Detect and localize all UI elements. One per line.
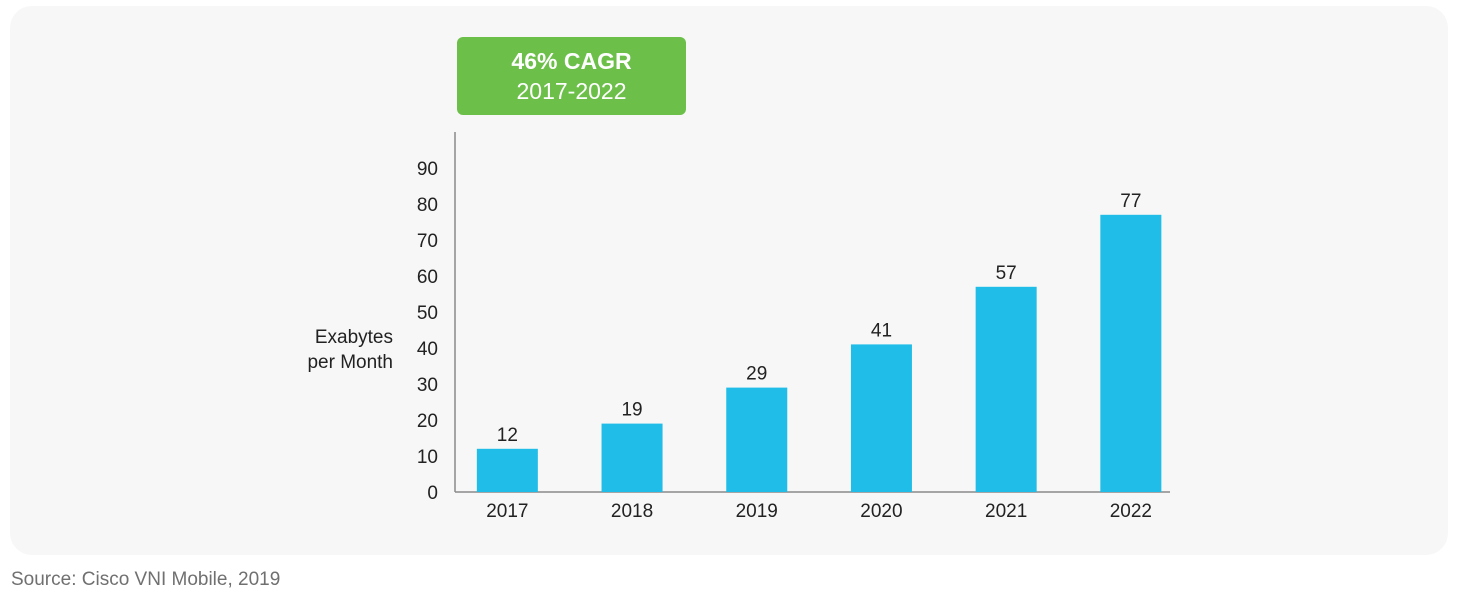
x-tick-label: 2018 bbox=[611, 501, 653, 522]
y-axis-label-line1: Exabytes bbox=[315, 327, 393, 348]
x-tick-label: 2021 bbox=[985, 501, 1027, 522]
y-axis-label-line2: per Month bbox=[307, 352, 393, 373]
bar bbox=[476, 448, 538, 492]
bar-value-label: 57 bbox=[996, 263, 1017, 284]
source-note: Source: Cisco VNI Mobile, 2019 bbox=[11, 569, 281, 590]
y-tick-label: 60 bbox=[417, 267, 438, 288]
y-tick-label: 80 bbox=[417, 195, 438, 216]
y-tick-label: 20 bbox=[417, 411, 438, 432]
bar-value-label: 12 bbox=[497, 425, 518, 446]
x-tick-label: 2019 bbox=[736, 501, 778, 522]
cagr-period: 2017-2022 bbox=[516, 78, 627, 104]
bar-value-label: 41 bbox=[871, 320, 892, 341]
y-tick-label: 50 bbox=[417, 303, 438, 324]
bar bbox=[975, 286, 1037, 492]
bar-value-label: 29 bbox=[746, 364, 767, 385]
y-tick-label: 0 bbox=[427, 483, 438, 504]
y-tick-label: 30 bbox=[417, 375, 438, 396]
cagr-badge: 46% CAGR 2017-2022 bbox=[457, 37, 686, 115]
y-tick-label: 10 bbox=[417, 447, 438, 468]
bar bbox=[850, 344, 912, 492]
x-tick-label: 2017 bbox=[486, 501, 528, 522]
cagr-rate: 46% CAGR bbox=[511, 48, 632, 74]
x-tick-label: 2022 bbox=[1110, 501, 1152, 522]
y-tick-label: 70 bbox=[417, 231, 438, 252]
y-tick-label: 90 bbox=[417, 159, 438, 180]
bar bbox=[1100, 214, 1162, 493]
bar bbox=[601, 423, 663, 492]
x-tick-label: 2020 bbox=[860, 501, 902, 522]
y-tick-label: 40 bbox=[417, 339, 438, 360]
bar bbox=[726, 387, 788, 492]
bar-value-label: 77 bbox=[1120, 191, 1141, 212]
bar-value-label: 19 bbox=[621, 400, 642, 421]
